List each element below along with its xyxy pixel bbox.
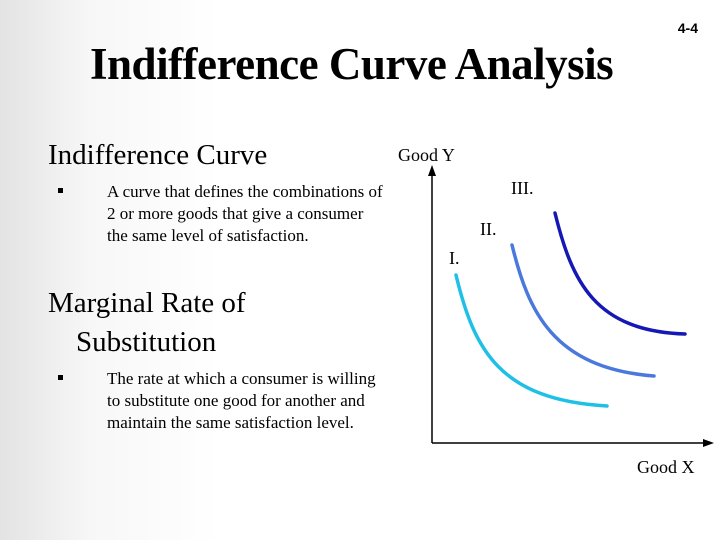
indifference-curve-2 [510, 243, 656, 378]
heading-line-1: Marginal Rate of [48, 287, 246, 319]
bullet-square-icon [58, 188, 63, 193]
bullet-text: The rate at which a consumer is willing … [107, 369, 376, 432]
bullet-text: A curve that defines the combinations of… [107, 182, 383, 245]
slide-number: 4-4 [677, 20, 698, 36]
x-axis-label: Good X [637, 457, 695, 477]
indifference-curve-3 [553, 211, 687, 336]
x-axis-arrow [703, 439, 714, 447]
curve-label-2: II. [480, 219, 497, 239]
heading-marginal-rate: Marginal Rate of Substitution [48, 284, 348, 362]
y-axis-label: Good Y [398, 145, 455, 165]
heading-indifference-curve: Indifference Curve [48, 139, 268, 171]
heading-line-2: Substitution [76, 326, 217, 358]
curve-label-3: III. [511, 178, 533, 198]
curve-label-1: I. [449, 248, 460, 268]
slide-title: Indifference Curve Analysis [90, 39, 614, 89]
y-axis-arrow [428, 165, 436, 176]
bullet-square-icon [58, 375, 63, 380]
indifference-curve-1 [454, 273, 609, 408]
